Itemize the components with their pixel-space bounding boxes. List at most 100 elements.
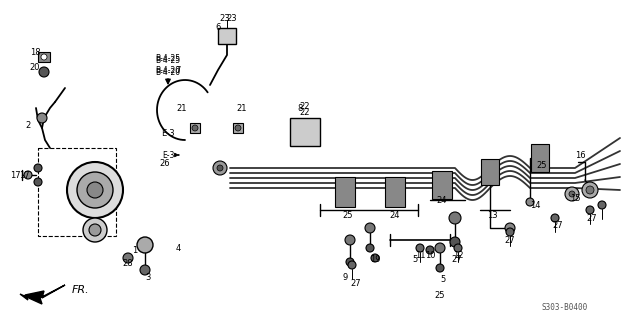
Circle shape — [37, 113, 47, 123]
Circle shape — [346, 258, 354, 266]
Circle shape — [565, 187, 579, 201]
Polygon shape — [20, 285, 65, 304]
Text: 27: 27 — [351, 278, 362, 287]
Text: 3: 3 — [145, 274, 150, 283]
Circle shape — [371, 254, 379, 262]
Text: 25: 25 — [343, 211, 353, 220]
Text: 23: 23 — [220, 13, 230, 22]
Circle shape — [67, 162, 123, 218]
Text: 11: 11 — [415, 251, 425, 260]
Circle shape — [34, 178, 42, 186]
Text: 5: 5 — [440, 276, 445, 284]
Circle shape — [416, 244, 424, 252]
Circle shape — [365, 223, 375, 233]
Circle shape — [89, 224, 101, 236]
Text: 2: 2 — [26, 121, 31, 130]
Text: 14: 14 — [530, 201, 540, 210]
Circle shape — [586, 206, 594, 214]
Circle shape — [526, 198, 534, 206]
Text: 26: 26 — [160, 158, 170, 167]
Circle shape — [87, 182, 103, 198]
Circle shape — [24, 171, 32, 179]
Circle shape — [41, 54, 47, 60]
Text: 1: 1 — [132, 245, 138, 254]
Text: 9: 9 — [342, 274, 348, 283]
Text: 24: 24 — [390, 211, 400, 220]
Text: 20: 20 — [29, 62, 40, 71]
Bar — [38, 52, 50, 62]
Bar — [233, 123, 243, 133]
Circle shape — [217, 165, 223, 171]
Circle shape — [449, 212, 461, 224]
Text: 18: 18 — [29, 47, 40, 57]
Circle shape — [192, 125, 198, 131]
Text: 27: 27 — [452, 255, 462, 265]
Text: 7: 7 — [175, 66, 180, 75]
Bar — [432, 171, 452, 199]
Circle shape — [34, 164, 42, 172]
Text: 4: 4 — [175, 244, 180, 252]
Bar — [481, 159, 499, 185]
Text: 25: 25 — [435, 291, 445, 300]
Bar — [290, 118, 320, 146]
Text: 21: 21 — [177, 103, 188, 113]
Text: B-4-25: B-4-25 — [155, 55, 180, 65]
Circle shape — [123, 253, 133, 263]
Circle shape — [569, 191, 575, 197]
Text: 28: 28 — [123, 259, 133, 268]
Circle shape — [598, 201, 606, 209]
Text: 21: 21 — [237, 103, 247, 113]
Text: 19: 19 — [370, 255, 380, 265]
Circle shape — [436, 264, 444, 272]
Text: B-4-25: B-4-25 — [155, 53, 180, 62]
Bar — [385, 177, 405, 207]
Bar — [190, 123, 200, 133]
Circle shape — [505, 223, 515, 233]
Text: B-4-20: B-4-20 — [155, 68, 180, 76]
Circle shape — [582, 182, 598, 198]
Circle shape — [83, 218, 107, 242]
Circle shape — [137, 237, 153, 253]
Bar — [38, 148, 116, 236]
Text: 15: 15 — [570, 194, 580, 203]
Circle shape — [235, 125, 241, 131]
Text: 12: 12 — [452, 251, 463, 260]
Circle shape — [39, 67, 49, 77]
Circle shape — [450, 237, 460, 247]
Circle shape — [426, 246, 434, 254]
Text: 22: 22 — [300, 101, 310, 110]
Bar — [218, 28, 236, 44]
Text: E‑3: E‑3 — [161, 129, 175, 138]
Text: 23: 23 — [227, 13, 237, 22]
Text: 17: 17 — [19, 171, 29, 180]
Circle shape — [77, 172, 113, 208]
Text: 25: 25 — [537, 161, 547, 170]
Circle shape — [551, 214, 559, 222]
Text: S303-B0400: S303-B0400 — [542, 303, 588, 313]
Text: 8: 8 — [298, 103, 303, 113]
Text: 27: 27 — [587, 213, 597, 222]
Text: E-3: E-3 — [163, 150, 175, 159]
Text: B-4-20: B-4-20 — [155, 66, 180, 75]
Text: 16: 16 — [575, 150, 586, 159]
Circle shape — [366, 244, 374, 252]
Circle shape — [454, 244, 462, 252]
Circle shape — [435, 243, 445, 253]
Text: 5: 5 — [412, 255, 418, 265]
Circle shape — [345, 235, 355, 245]
Text: 17: 17 — [10, 171, 20, 180]
Text: 22: 22 — [300, 108, 310, 116]
Circle shape — [506, 228, 514, 236]
Circle shape — [140, 265, 150, 275]
Text: 27: 27 — [553, 220, 563, 229]
Bar — [335, 177, 355, 207]
Circle shape — [586, 186, 594, 194]
Text: 13: 13 — [486, 211, 497, 220]
Text: 27: 27 — [505, 236, 515, 244]
Text: 10: 10 — [425, 251, 435, 260]
Circle shape — [213, 161, 227, 175]
Circle shape — [348, 261, 356, 269]
Text: FR.: FR. — [72, 285, 90, 295]
Text: 6: 6 — [215, 22, 221, 31]
Bar — [531, 144, 549, 172]
